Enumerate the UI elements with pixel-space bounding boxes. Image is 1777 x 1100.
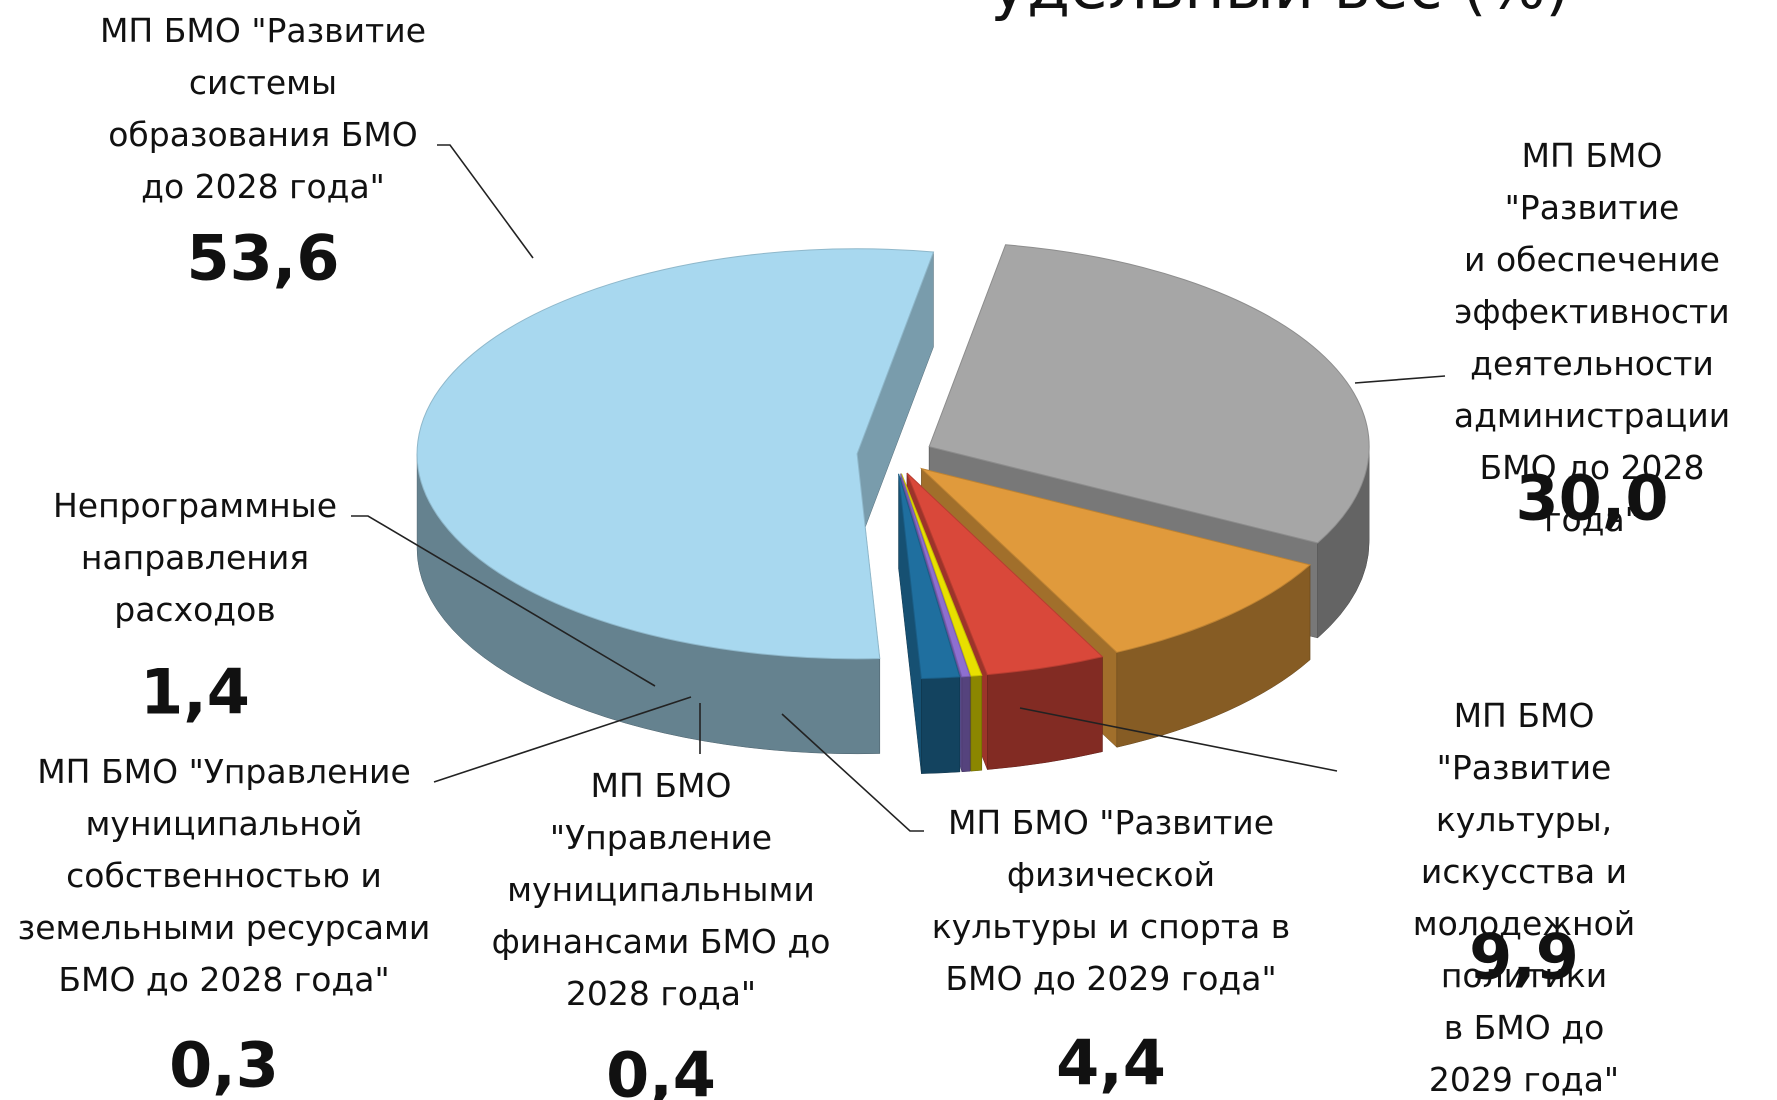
slice-wall [921,676,961,774]
value-label: 4,4 [1056,1026,1166,1100]
slice-top [928,244,1370,544]
value-label: 9,9 [1469,920,1579,994]
slice-label: МП БМО "Развитие системы образования БМО… [99,11,427,206]
pie-slice [898,473,961,774]
slice-label: МП БМО "Развитие культуры, искусства и м… [1412,696,1636,1099]
slice-top [919,467,1312,653]
leader-line [437,144,534,259]
slice-label: МП БМО "Развитие и обеспечение эффективн… [1453,136,1731,539]
value-label: 53,6 [186,221,340,295]
leader-line [1019,707,1338,772]
slice-label: МП БМО "Управление муниципальными финанс… [491,766,831,1013]
leader-line [351,515,656,687]
slice-top [898,473,961,680]
value-label: 1,4 [140,655,250,729]
pie-slice [416,248,935,755]
slice-top [416,248,935,660]
leader-line [433,696,692,783]
value-label: 0,3 [169,1028,279,1100]
value-label: 0,4 [606,1038,716,1100]
value-label: 30,0 [1515,461,1669,535]
slice-top [906,472,1104,676]
slice-wall [970,675,983,772]
slice-label: МП БМО "Развитие физической культуры и с… [931,803,1291,998]
leader-line [781,713,924,832]
leader-line [1354,375,1446,384]
slice-wall [961,675,971,773]
slice-top [900,473,971,678]
slice-label: МП БМО "Управление муниципальной собстве… [17,752,431,999]
chart-title: удельный вес (%) [990,0,1569,23]
slice-label: Непрограммные направления расходов [52,486,338,629]
slice-top [900,473,983,677]
